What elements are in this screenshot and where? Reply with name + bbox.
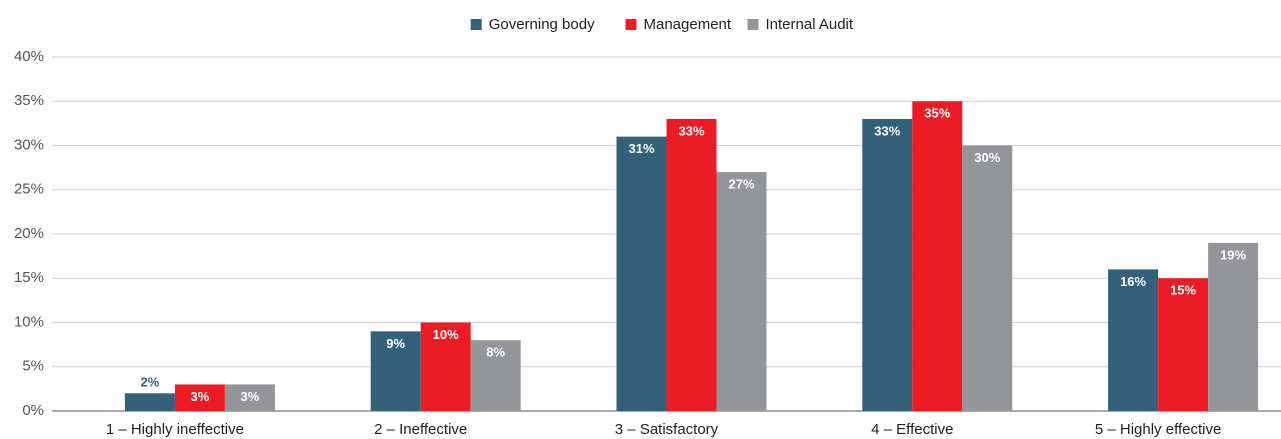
x-tick-label: 5 – Highly effective	[1095, 421, 1221, 438]
bar	[420, 322, 471, 411]
y-tick-label: 15%	[14, 269, 44, 286]
bar	[912, 101, 963, 411]
value-label: 15%	[1170, 283, 1196, 298]
bar	[616, 136, 667, 411]
value-label: 9%	[386, 336, 405, 351]
bar	[716, 172, 767, 411]
value-label: 16%	[1120, 274, 1146, 289]
value-label: 27%	[728, 176, 754, 191]
bar	[174, 384, 225, 411]
bar	[1208, 242, 1259, 411]
value-label: 33%	[678, 123, 704, 138]
y-tick-label: 0%	[22, 402, 44, 419]
value-label: 33%	[874, 123, 900, 138]
bar	[470, 340, 521, 411]
y-tick-label: 30%	[14, 136, 44, 153]
bar	[862, 118, 913, 411]
value-label: 10%	[433, 327, 459, 342]
value-label: 2%	[141, 375, 160, 390]
x-tick-label: 2 – Ineffective	[374, 421, 467, 438]
value-label: 19%	[1220, 247, 1246, 262]
value-label: 31%	[628, 141, 654, 156]
value-label: 3%	[191, 389, 210, 404]
bar	[962, 145, 1013, 411]
value-label: 8%	[486, 345, 505, 360]
x-tick-label: 1 – Highly ineffective	[106, 421, 244, 438]
y-tick-label: 5%	[22, 358, 44, 375]
legend-label: Governing body	[489, 16, 595, 33]
value-label: 3%	[241, 389, 260, 404]
legend-swatch	[747, 19, 759, 30]
bar	[1108, 269, 1159, 411]
legend-swatch	[470, 19, 482, 30]
y-tick-label: 20%	[14, 225, 44, 242]
x-tick-label: 3 – Satisfactory	[615, 421, 719, 438]
bar	[370, 331, 421, 411]
legend-label: Management	[644, 16, 732, 33]
y-tick-label: 40%	[14, 48, 44, 65]
x-tick-label: 4 – Effective	[871, 421, 953, 438]
value-label: 30%	[974, 150, 1000, 165]
bar	[124, 393, 175, 411]
y-tick-label: 35%	[14, 92, 44, 109]
y-tick-label: 10%	[14, 313, 44, 330]
legend-swatch	[625, 19, 637, 30]
legend-label: Internal Audit	[766, 16, 854, 33]
value-label: 35%	[924, 106, 950, 121]
bar	[1158, 278, 1209, 411]
bar	[224, 384, 275, 411]
y-tick-label: 25%	[14, 181, 44, 198]
bar	[666, 118, 717, 411]
